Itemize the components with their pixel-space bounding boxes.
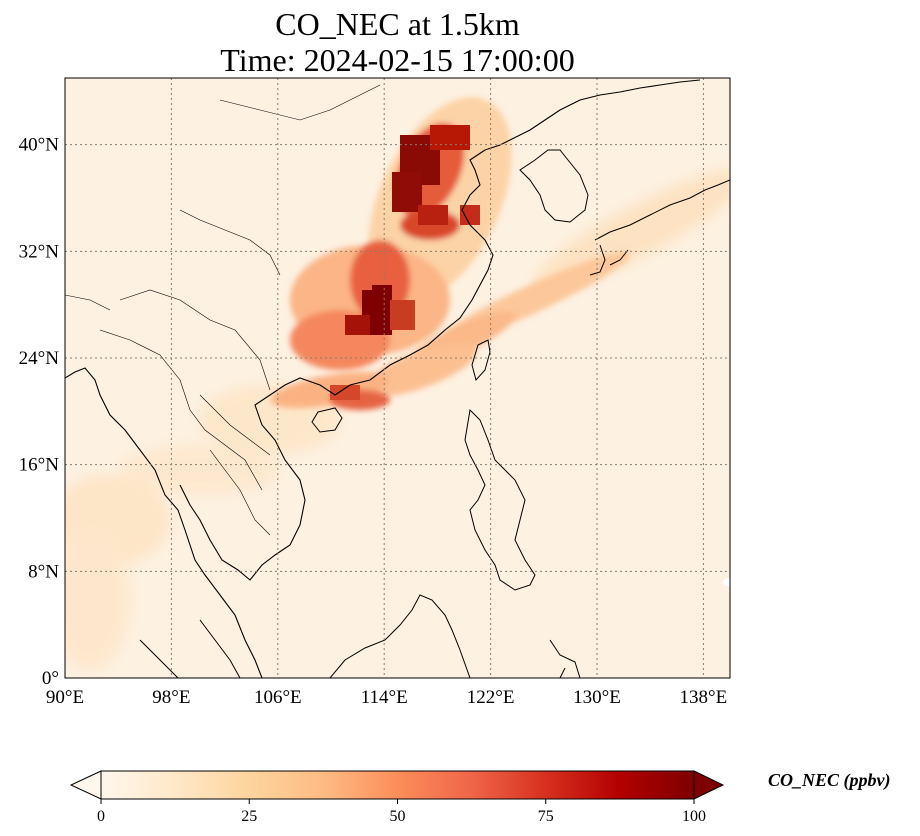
longitude-tick-label: 138°E	[680, 687, 728, 708]
longitude-labels: 90°E 98°E 106°E 114°E 122°E 130°E 138°E	[46, 687, 727, 708]
colorbar-tick-label: 50	[390, 808, 406, 825]
latitude-tick-label: 8°N	[28, 561, 59, 582]
longitude-tick-label: 90°E	[46, 687, 84, 708]
colorbar-min-extend	[69, 770, 102, 800]
colorbar-tick-label: 100	[682, 808, 706, 825]
latitude-labels: 0° 8°N 16°N 24°N 32°N 40°N	[19, 135, 60, 689]
latitude-tick-label: 0°	[42, 668, 59, 689]
longitude-tick-label: 106°E	[254, 687, 302, 708]
longitude-tick-label: 98°E	[152, 687, 190, 708]
colorbar-label: CO_NEC (ppbv)	[768, 770, 891, 790]
latitude-tick-label: 24°N	[19, 348, 60, 369]
map-frame	[64, 77, 731, 679]
longitude-tick-label: 114°E	[361, 687, 408, 708]
coastlines	[65, 79, 730, 678]
colorbar-max-extend	[693, 770, 725, 800]
longitude-tick-label: 130°E	[573, 687, 621, 708]
map-title: CO_NEC at 1.5km	[275, 6, 520, 42]
colorbar: 0 25 50 75 100	[69, 770, 725, 825]
latitude-tick-label: 32°N	[19, 241, 60, 262]
colorbar-tick-label: 0	[97, 808, 105, 825]
longitude-tick-label: 122°E	[467, 687, 515, 708]
latitude-tick-label: 16°N	[19, 455, 60, 476]
map-timestamp: Time: 2024-02-15 17:00:00	[220, 42, 575, 78]
high-concentration-cores	[330, 125, 480, 400]
colorbar-tick-label: 25	[241, 808, 257, 825]
latitude-tick-label: 40°N	[19, 135, 60, 156]
colorbar-gradient	[100, 770, 695, 800]
concentration-field	[65, 78, 730, 678]
gridlines	[65, 78, 730, 678]
colorbar-tick-label: 75	[538, 808, 554, 825]
